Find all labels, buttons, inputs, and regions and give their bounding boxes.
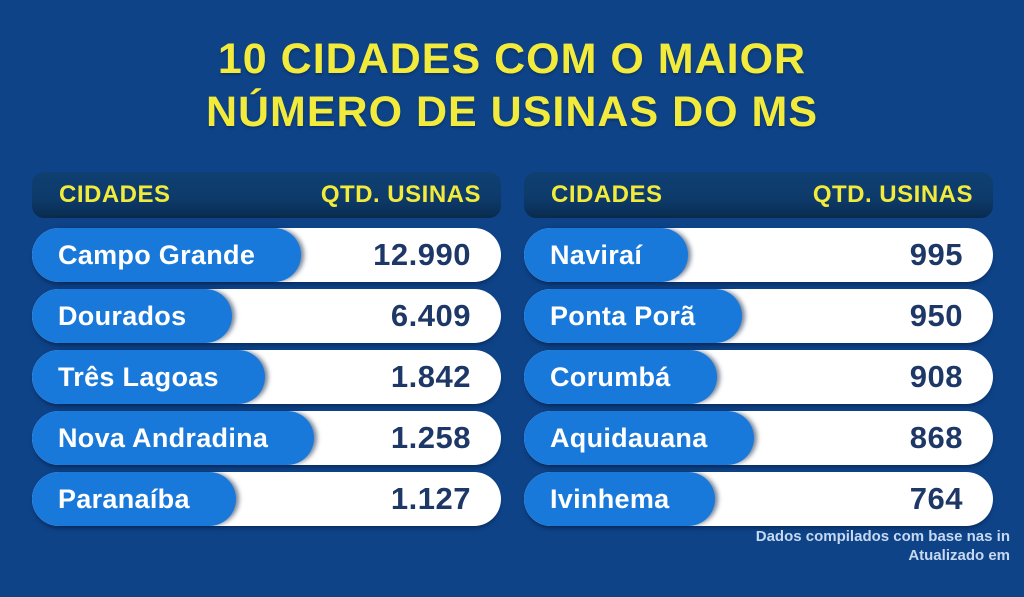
usinas-count: 12.990	[373, 237, 471, 272]
city-pill: Paranaíba	[32, 472, 236, 526]
table-row: Naviraí 995	[524, 228, 993, 282]
city-name: Paranaíba	[58, 483, 190, 514]
city-name: Ivinhema	[550, 483, 670, 514]
column-header-cidades: CIDADES	[551, 181, 663, 208]
column-header-qtd-usinas: QTD. USINAS	[812, 181, 973, 208]
table-left-header: CIDADES QTD. USINAS	[32, 172, 501, 218]
city-pill: Ponta Porã	[524, 289, 742, 343]
city-name: Ponta Porã	[550, 300, 696, 331]
footer-source-line: Dados compilados com base nas in	[755, 528, 1010, 545]
city-name: Naviraí	[550, 239, 643, 270]
usinas-count: 1.842	[390, 359, 471, 394]
city-pill: Campo Grande	[32, 228, 302, 282]
city-name: Corumbá	[550, 361, 671, 392]
column-header-cidades: CIDADES	[59, 181, 171, 208]
table-right: CIDADES QTD. USINAS Naviraí 995 Ponta Po…	[524, 172, 993, 533]
city-pill: Ivinhema	[524, 472, 716, 526]
page-title: 10 CIDADES COM O MAIOR NÚMERO DE USINAS …	[0, 33, 1024, 139]
usinas-count: 6.409	[390, 298, 471, 333]
table-row: Ivinhema 764	[524, 472, 993, 526]
table-row: Ponta Porã 950	[524, 289, 993, 343]
city-pill: Aquidauana	[524, 411, 754, 465]
usinas-count: 764	[909, 481, 963, 516]
city-name: Aquidauana	[550, 422, 708, 453]
table-left: CIDADES QTD. USINAS Campo Grande 12.990 …	[32, 172, 501, 533]
table-row: Paranaíba 1.127	[32, 472, 501, 526]
city-name: Três Lagoas	[58, 361, 219, 392]
table-row: Aquidauana 868	[524, 411, 993, 465]
city-pill: Naviraí	[524, 228, 689, 282]
usinas-count: 1.258	[390, 420, 471, 455]
table-row: Três Lagoas 1.842	[32, 350, 501, 404]
usinas-count: 950	[909, 298, 963, 333]
tables-container: CIDADES QTD. USINAS Campo Grande 12.990 …	[32, 172, 993, 533]
column-header-qtd-usinas: QTD. USINAS	[320, 181, 481, 208]
city-pill: Dourados	[32, 289, 233, 343]
usinas-count: 1.127	[390, 481, 471, 516]
usinas-count: 995	[909, 237, 963, 272]
table-right-header: CIDADES QTD. USINAS	[524, 172, 993, 218]
footer-updated-line: Atualizado em	[908, 547, 1010, 564]
city-name: Dourados	[58, 300, 187, 331]
city-pill: Três Lagoas	[32, 350, 265, 404]
usinas-count: 868	[909, 420, 963, 455]
city-pill: Corumbá	[524, 350, 717, 404]
city-pill: Nova Andradina	[32, 411, 315, 465]
table-row: Corumbá 908	[524, 350, 993, 404]
table-row: Campo Grande 12.990	[32, 228, 501, 282]
footer-note: Dados compilados com base nas in Atualiz…	[756, 527, 1010, 565]
table-row: Dourados 6.409	[32, 289, 501, 343]
title-line-2: NÚMERO DE USINAS DO MS	[205, 88, 819, 136]
table-row: Nova Andradina 1.258	[32, 411, 501, 465]
city-name: Campo Grande	[58, 239, 256, 270]
usinas-count: 908	[909, 359, 963, 394]
title-line-1: 10 CIDADES COM O MAIOR	[217, 35, 807, 83]
city-name: Nova Andradina	[58, 422, 269, 453]
